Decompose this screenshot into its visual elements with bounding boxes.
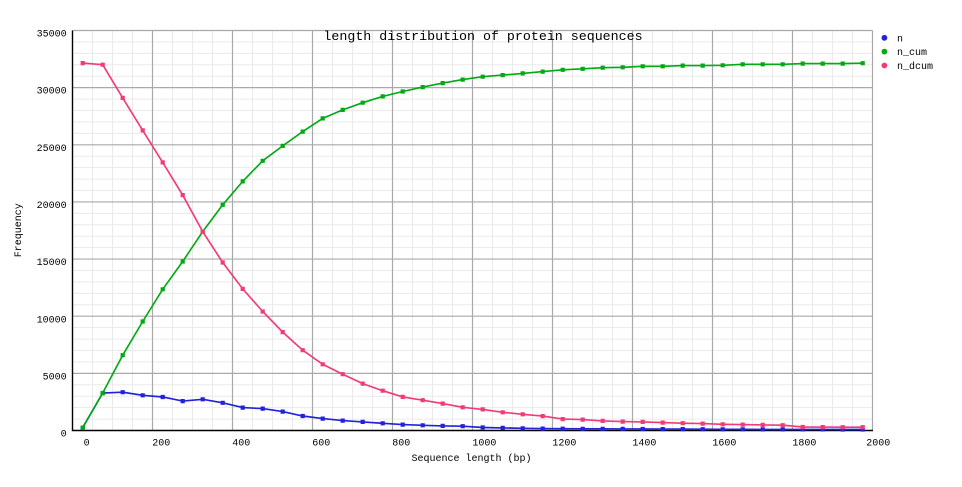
svg-text:10000: 10000 (37, 315, 67, 326)
svg-text:1400: 1400 (632, 439, 656, 450)
svg-text:n_cum: n_cum (897, 48, 927, 59)
svg-text:20000: 20000 (37, 201, 67, 212)
svg-text:1600: 1600 (712, 439, 736, 450)
svg-text:length distribution of protein: length distribution of protein sequences (323, 29, 642, 44)
svg-text:Frequency: Frequency (14, 203, 25, 257)
svg-text:0: 0 (61, 430, 67, 441)
svg-text:400: 400 (232, 439, 250, 450)
svg-text:0: 0 (84, 439, 90, 450)
svg-text:n_dcum: n_dcum (897, 61, 933, 73)
svg-text:15000: 15000 (37, 258, 67, 269)
svg-text:Sequence length (bp): Sequence length (bp) (411, 453, 531, 465)
svg-text:n: n (897, 34, 903, 45)
svg-text:600: 600 (312, 439, 330, 450)
svg-text:5000: 5000 (43, 373, 67, 384)
svg-text:800: 800 (392, 439, 410, 450)
svg-text:1800: 1800 (792, 439, 816, 450)
svg-text:35000: 35000 (37, 30, 67, 41)
svg-text:200: 200 (152, 439, 170, 450)
svg-text:30000: 30000 (37, 87, 67, 98)
svg-text:2000: 2000 (866, 439, 890, 450)
svg-text:1200: 1200 (552, 439, 576, 450)
svg-text:25000: 25000 (37, 144, 67, 155)
svg-text:1000: 1000 (472, 439, 496, 450)
